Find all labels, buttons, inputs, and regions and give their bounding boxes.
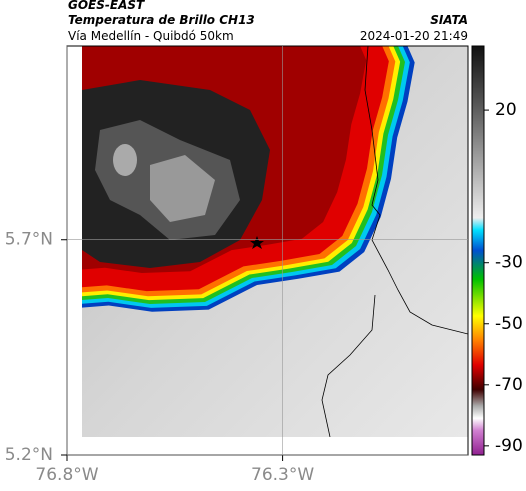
title: Temperatura de Brillo CH13 bbox=[68, 13, 255, 27]
agency: SIATA bbox=[430, 13, 468, 27]
datetime: 2024-01-20 21:49 bbox=[360, 29, 468, 43]
colorbar-tick-label: 20 bbox=[495, 100, 517, 120]
source: GOES-EAST bbox=[68, 0, 145, 12]
y-tick-label: 5.2°N bbox=[5, 445, 53, 465]
y-tick-label: 5.7°N bbox=[5, 230, 53, 250]
colorbar-tick-label: -50 bbox=[495, 314, 523, 334]
x-tick-label: 76.8°W bbox=[35, 465, 98, 485]
colorbar-tick-label: -30 bbox=[495, 253, 523, 273]
colorbar-tick-label: -90 bbox=[495, 436, 523, 456]
subtitle: Vía Medellín - Quibdó 50km bbox=[68, 29, 234, 43]
colorbar-tick-label: -70 bbox=[495, 375, 523, 395]
x-tick-label: 76.3°W bbox=[251, 465, 314, 485]
satellite-image bbox=[82, 46, 468, 437]
colorbar bbox=[471, 45, 485, 456]
